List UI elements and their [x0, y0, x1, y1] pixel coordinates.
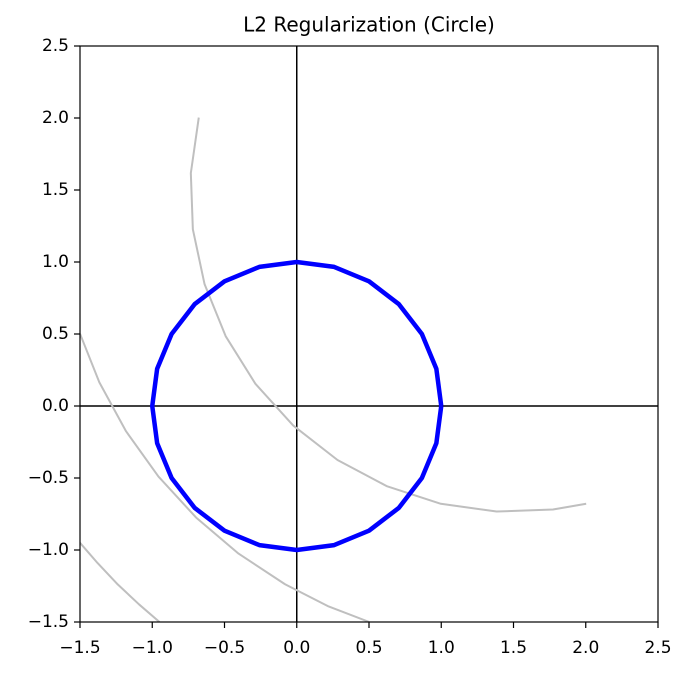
x-tick-label: −1.0	[132, 638, 173, 658]
x-tick-label: 2.5	[644, 638, 671, 658]
x-tick-label: 0.0	[283, 638, 310, 658]
x-tick-label: −1.5	[59, 638, 100, 658]
x-tick-label: 1.0	[428, 638, 455, 658]
y-tick-label: 2.0	[42, 108, 69, 128]
series-line	[80, 542, 161, 622]
x-tick-label: 1.5	[500, 638, 527, 658]
y-tick-label: 1.5	[42, 180, 69, 200]
y-tick-label: 0.0	[42, 396, 69, 416]
y-tick-label: −1.5	[28, 612, 69, 632]
y-tick-label: 0.5	[42, 324, 69, 344]
chart-title: L2 Regularization (Circle)	[243, 13, 495, 37]
series-line	[189, 117, 587, 513]
plot-frame	[79, 45, 659, 623]
y-tick-label: −0.5	[28, 468, 69, 488]
y-tick-label: 2.5	[42, 36, 69, 56]
x-tick-label: −0.5	[204, 638, 245, 658]
series-line	[80, 333, 370, 622]
x-tick-label: 2.0	[572, 638, 599, 658]
y-tick-label: −1.0	[28, 540, 69, 560]
y-tick-label: 1.0	[42, 252, 69, 272]
series-line	[150, 259, 444, 553]
x-tick-label: 0.5	[355, 638, 382, 658]
